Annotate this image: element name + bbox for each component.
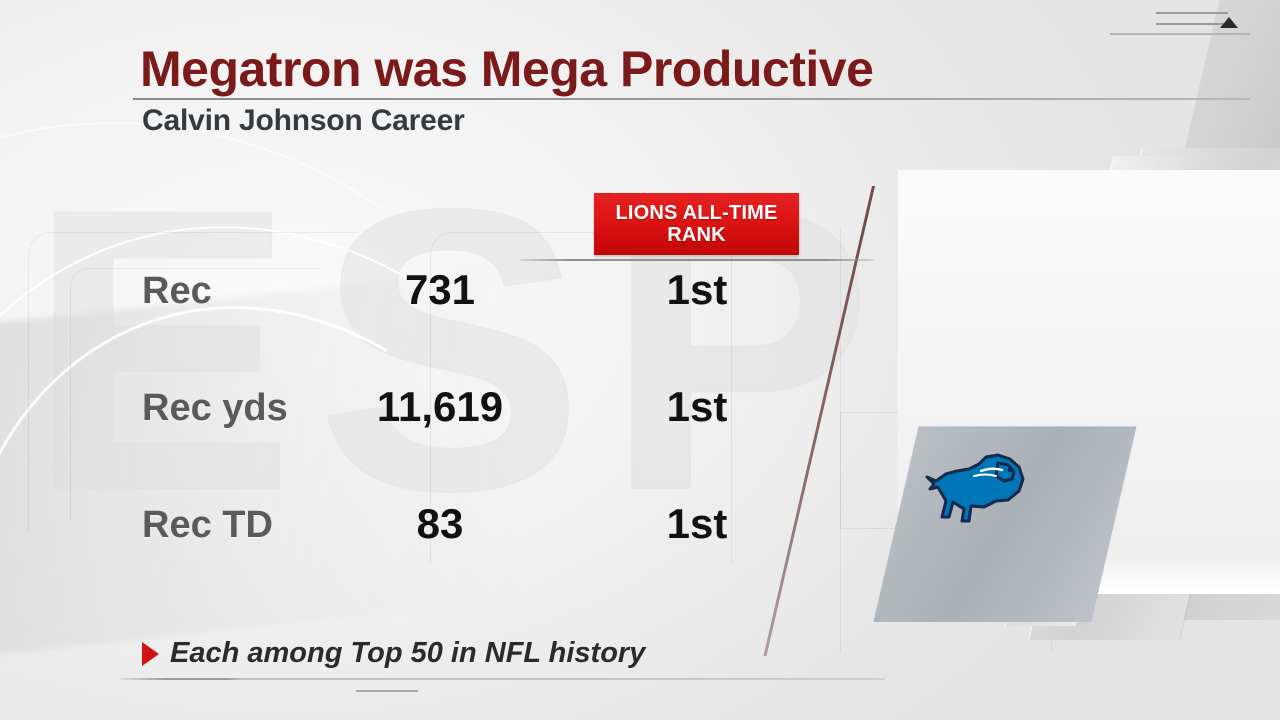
footnote: Each among Top 50 in NFL history: [142, 637, 645, 670]
bottom-dash: [356, 690, 418, 692]
rank-badge: LIONS ALL-TIME RANK: [594, 193, 799, 255]
detroit-lions-logo-icon: [925, 453, 1025, 523]
stat-value: 731: [404, 266, 476, 313]
title-underline: [133, 98, 1250, 100]
badge-underline: [520, 259, 875, 261]
table-row: Rec yds 11,619 1st: [0, 375, 880, 492]
rank-badge-label: LIONS ALL-TIME RANK: [615, 202, 777, 247]
menu-line: [1156, 23, 1228, 25]
stat-label: Rec yds: [142, 387, 288, 429]
stat-label: Rec: [142, 270, 212, 312]
bottom-rule: [120, 678, 885, 680]
table-row: Rec 731 1st: [0, 258, 880, 375]
menu-line: [1156, 12, 1228, 14]
stat-rank: 1st: [666, 266, 728, 313]
menu-lines-icon[interactable]: [1156, 12, 1228, 34]
rank-badge-line1: LIONS ALL-TIME: [615, 201, 778, 224]
stat-value: 11,619: [376, 383, 504, 430]
caret-up-icon[interactable]: [1220, 17, 1238, 28]
page-subtitle: Calvin Johnson Career: [142, 104, 465, 137]
page-title: Megatron was Mega Productive: [140, 41, 874, 97]
rank-badge-line2: RANK: [667, 224, 726, 246]
stats-table: Rec 731 1st Rec yds 11,619 1st Rec TD 83…: [0, 258, 880, 609]
top-right-rule: [1110, 33, 1250, 35]
footnote-text: Each among Top 50 in NFL history: [170, 637, 646, 669]
table-row: Rec TD 83 1st: [0, 492, 880, 609]
stat-value: 83: [416, 500, 464, 547]
stat-rank: 1st: [666, 383, 728, 430]
stat-rank: 1st: [666, 500, 728, 547]
triangle-right-icon: [142, 641, 159, 666]
stat-label: Rec TD: [142, 504, 273, 546]
